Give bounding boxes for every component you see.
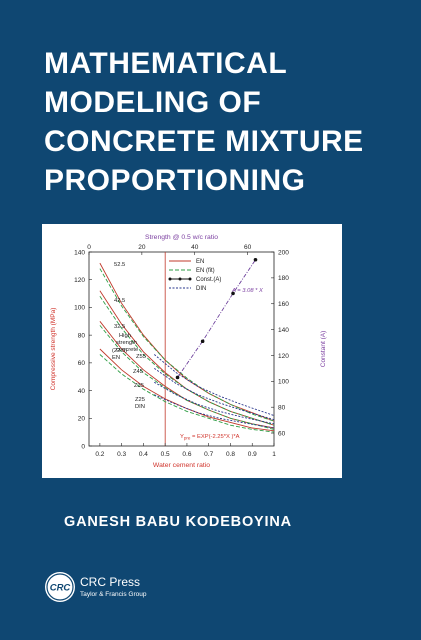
y2-axis-label: Constant (A) — [320, 331, 327, 368]
const-a-line — [177, 259, 256, 378]
y-tick-label: 20 — [78, 416, 86, 423]
crc-press-logo-icon: CRC — [45, 572, 75, 602]
x-tick-label: 0.7 — [204, 451, 213, 458]
chart-annotation: 32.5 — [114, 324, 125, 330]
const-a-point — [253, 257, 258, 262]
chart-annotation: (22.5) — [112, 348, 127, 354]
chart-annotation: Z45 — [133, 369, 143, 375]
x2-tick-label: 0 — [87, 244, 91, 251]
y-tick-label: 60 — [78, 360, 86, 367]
x-tick-label: 1 — [272, 451, 276, 458]
y-tick-label: 140 — [74, 249, 85, 256]
title-line-4: PROPORTIONING — [44, 164, 306, 197]
y2-tick-label: 60 — [278, 430, 286, 437]
y2-tick-label: 100 — [278, 379, 289, 386]
legend-label: Const.(A) — [196, 277, 221, 283]
legend-label: EN — [196, 259, 204, 265]
y-tick-label: 40 — [78, 388, 86, 395]
strength-chart: 0.2 0.3 0.4 0.5 0.6 0.7 0.8 0.9 1 0 20 40 60 80 100 120… — [50, 234, 327, 469]
y-tick-label: 0 — [81, 443, 85, 450]
series-curve — [99, 296, 275, 426]
publisher-name: CRC Press — [80, 575, 141, 589]
y2-tick-label: 180 — [278, 275, 289, 282]
x2-tick-label: 20 — [138, 244, 146, 251]
series-curve — [154, 381, 275, 425]
x-tick-label: 0.9 — [248, 451, 257, 458]
x-tick-label: 0.3 — [117, 451, 126, 458]
chart-annotation: 42.5 — [114, 298, 125, 304]
series-curve — [99, 290, 275, 426]
publisher-block: CRC CRC Press Taylor & Francis Group — [44, 571, 164, 605]
series-curve — [99, 268, 275, 422]
chart-annotation: strength — [116, 340, 137, 346]
title-line-2: MODELING OF — [44, 86, 262, 119]
x-tick-label: 0.8 — [226, 451, 235, 458]
legend-dot — [168, 277, 172, 281]
y2-tick-label: 140 — [278, 327, 289, 334]
cover-chart-panel: 0.2 0.3 0.4 0.5 0.6 0.7 0.8 0.9 1 0 20 40 60 80 100 120… — [42, 224, 342, 478]
y2-tick-label: 120 — [278, 353, 289, 360]
x2-tick-label: 60 — [244, 244, 252, 251]
legend-dot — [178, 277, 182, 281]
title-line-3: CONCRETE MIXTURE — [44, 125, 364, 158]
chart-annotation: concrete — [116, 347, 138, 353]
y-tick-label: 120 — [74, 277, 85, 284]
series-curve — [154, 368, 275, 421]
x-tick-label: 0.2 — [95, 451, 104, 458]
svg-text:CRC: CRC — [50, 583, 71, 594]
legend-label: EN (fit) — [196, 268, 215, 274]
series-curve — [99, 262, 275, 422]
y2-tick-label: 160 — [278, 301, 289, 308]
y-axis-label: Compressive strength (MPa) — [50, 308, 57, 391]
chart-annotation: 52.5 — [114, 262, 125, 268]
chart-annotation: DIN — [135, 404, 145, 410]
title-line-1: MATHEMATICAL — [44, 47, 288, 80]
chart-annotation: A = 3.08 * X — [231, 288, 264, 294]
y-tick-label: 80 — [78, 332, 86, 339]
const-a-point — [175, 375, 180, 380]
chart-annotation: Z55 — [136, 354, 146, 360]
y-tick-label: 100 — [74, 305, 85, 312]
author-name: GANESH BABU KODEBOYINA — [64, 514, 292, 530]
y2-tick-label: 200 — [278, 249, 289, 256]
x-tick-label: 0.4 — [139, 451, 148, 458]
series-curve — [99, 348, 275, 432]
legend-dot — [188, 277, 192, 281]
chart-annotation: High — [119, 333, 131, 339]
series-curve — [154, 354, 275, 416]
legend-label: DIN — [196, 286, 206, 292]
x2-tick-label: 40 — [191, 244, 199, 251]
x2-axis-label: Strength @ 0.5 w/c ratio — [145, 234, 218, 241]
const-a-point — [200, 339, 205, 344]
series-curve — [99, 354, 275, 433]
series-curve — [154, 394, 275, 429]
chart-annotation: EN — [112, 355, 120, 361]
chart-annotation: Z35 — [134, 383, 144, 389]
publisher-group: Taylor & Francis Group — [80, 591, 147, 598]
chart-annotation: Z25 — [135, 397, 145, 403]
chart-formula: Ypre = EXP(-2.25*X )*A — [180, 434, 240, 441]
y2-tick-label: 80 — [278, 405, 286, 412]
x-tick-label: 0.6 — [182, 451, 191, 458]
x-axis-label: Water cement ratio — [153, 462, 210, 469]
series-curve — [99, 325, 275, 430]
plot-frame — [88, 251, 275, 447]
const-a-point — [231, 291, 235, 296]
x-tick-label: 0.5 — [161, 451, 170, 458]
